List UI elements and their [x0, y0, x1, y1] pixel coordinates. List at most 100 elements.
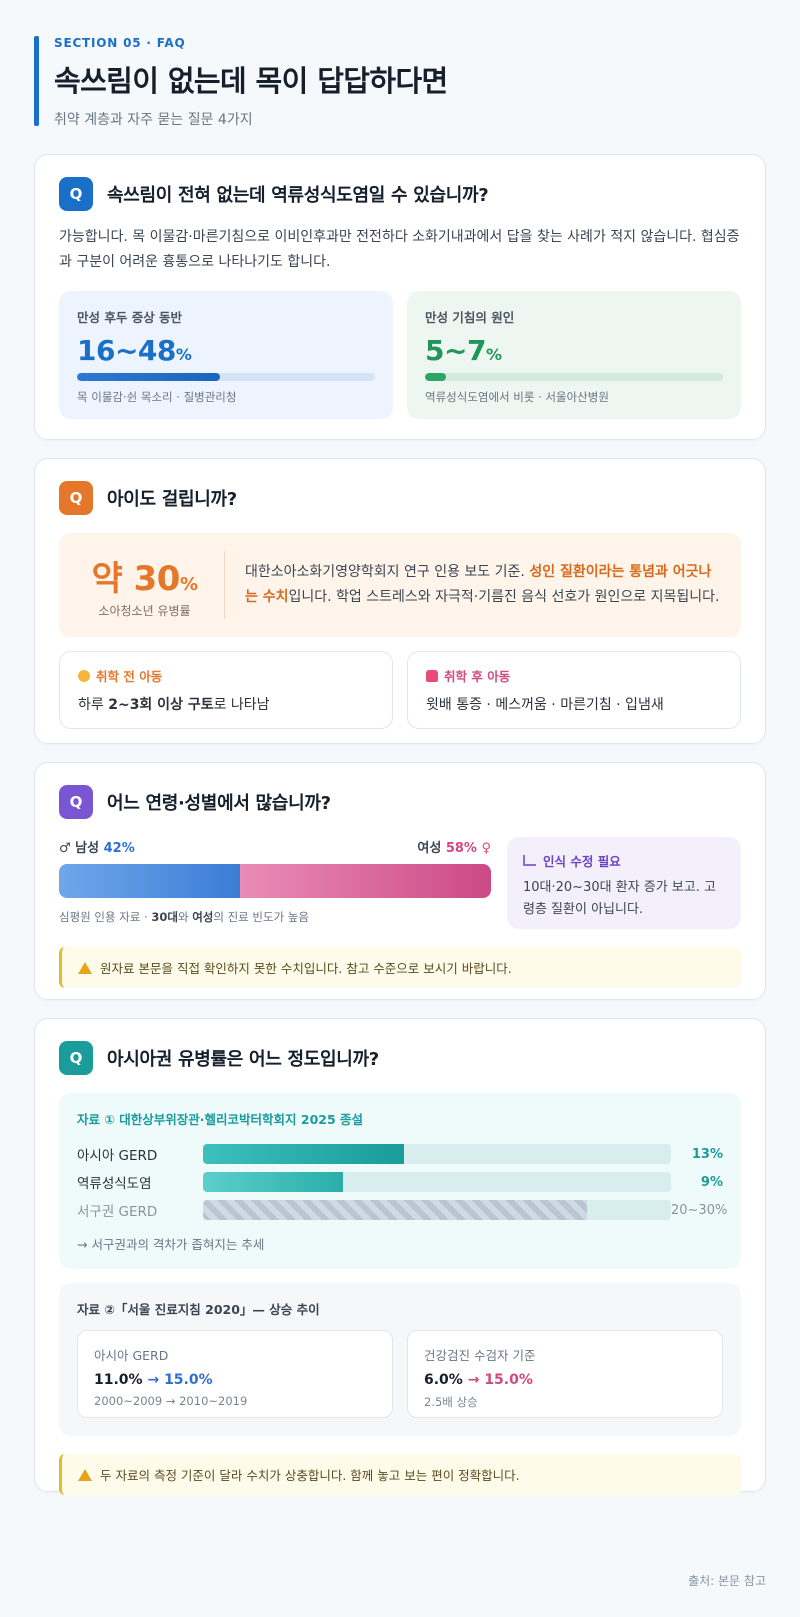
post-school-desc: 윗배 통증 · 메스꺼움 · 마른기침 · 입냄새 [426, 697, 664, 713]
box-label: 건강검진 수검자 기준 [424, 1348, 536, 1363]
source-bold: 여성 [192, 910, 214, 924]
pediatric-value: 약 30 [91, 559, 181, 599]
male-percent: 42% [103, 841, 135, 856]
stat-cough: 만성 기침의 원인 5~7% 역류성식도염에서 비롯 · 서울아산병원 [407, 291, 741, 419]
box-values: 6.0% → 15.0% [424, 1372, 706, 1388]
source-segment: 의 진료 빈도가 높음 [213, 910, 309, 924]
box-sub: 2.5배 상승 [424, 1395, 478, 1409]
stat-unit: % [485, 345, 502, 364]
to-value: 15.0% [484, 1372, 533, 1388]
female-name: 여성 [417, 841, 442, 856]
stat-laryngeal: 만성 후두 증상 동반 16~48% 목 이물감·쉰 목소리 · 질병관리청 [59, 291, 393, 419]
bar-track [203, 1172, 671, 1192]
pediatric-number: 약 30% [79, 551, 210, 600]
q-badge: Q [59, 785, 93, 819]
baby-icon [78, 669, 90, 682]
source1-title: 자료 ① 대한상부위장관·헬리코박터학회지 2025 종설 [77, 1112, 364, 1127]
gender-source: 심평원 인용 자료 · 30대와 여성의 진료 빈도가 높음 [59, 909, 491, 925]
pediatric-stat: 약 30% 소아청소년 유병률 [79, 551, 225, 619]
bar-row: 아시아 GERD 13% [77, 1140, 723, 1168]
from-value: 11.0% [94, 1372, 143, 1388]
prevalence-bars: 아시아 GERD 13% 역류성식도염 9% 서구권 GERD 20~30% [77, 1140, 728, 1224]
page-title: 속쓰림이 없는데 목이 답답하다면 [54, 64, 448, 98]
stat-label: 만성 기침의 원인 [425, 310, 515, 325]
gender-ratio: ♂ 남성 42% 여성 58% ♀ 심평원 인용 자료 · 30대와 여성의 진… [59, 837, 491, 929]
faq-card-3: Q 어느 연령·성별에서 많습니까? ♂ 남성 42% 여성 58% ♀ 심평원… [34, 762, 766, 1000]
gender-row: ♂ 남성 42% 여성 58% ♀ 심평원 인용 자료 · 30대와 여성의 진… [59, 837, 741, 929]
pre-school-box: 취학 전 아동 하루 2~3회 이상 구토로 나타남 [59, 651, 393, 729]
source1-box: 자료 ① 대한상부위장관·헬리코박터학회지 2025 종설 아시아 GERD 13… [59, 1093, 741, 1269]
warning-box: 원자료 본문을 직접 확인하지 못한 수치입니다. 참고 수준으로 보시기 바랍… [59, 947, 741, 988]
section-kicker: SECTION 05 · FAQ [54, 36, 186, 50]
question-title: 속쓰림이 전혀 없는데 역류성식도염일 수 있습니까? [107, 185, 489, 206]
note-title: 인식 수정 필요 [523, 851, 725, 870]
answer-text: 가능합니다. 목 이물감·마른기침으로 이비인후과만 전전하다 소화기내과에서 … [59, 229, 740, 270]
backpack-icon [426, 669, 438, 682]
faq-question-1: Q 속쓰림이 전혀 없는데 역류성식도염일 수 있습니까? [59, 177, 741, 211]
pre-school-desc: 하루 2~3회 이상 구토로 나타남 [78, 694, 374, 714]
post-school-box: 취학 후 아동 윗배 통증 · 메스꺼움 · 마른기침 · 입냄새 [407, 651, 741, 729]
note-title-text: 인식 수정 필요 [543, 854, 621, 869]
stat-progress-track [77, 373, 375, 381]
to-value: 15.0% [164, 1372, 213, 1388]
source-segment: 와 [177, 910, 193, 924]
label-text: 취학 후 아동 [444, 669, 511, 684]
label-text: 취학 전 아동 [96, 669, 163, 684]
source-segment: 심평원 인용 자료 · [59, 910, 152, 924]
bar-value: 13% [691, 1146, 723, 1162]
source2-title: 자료 ②「서울 진료지침 2020」— 상승 추이 [77, 1302, 320, 1317]
bar-fill [203, 1144, 405, 1164]
warning-text: 원자료 본문을 직접 확인하지 못한 수치입니다. 참고 수준으로 보시기 바랍… [100, 961, 512, 976]
faq-card-1: Q 속쓰림이 전혀 없는데 역류성식도염일 수 있습니까? 가능합니다. 목 이… [34, 154, 766, 440]
male-label: ♂ 남성 42% [59, 837, 135, 856]
warning-icon [78, 961, 92, 974]
stat-value: 16~48% [77, 334, 375, 367]
asia-gerd-box: 아시아 GERD 11.0% → 15.0% 2000~2009 → 2010~… [77, 1330, 393, 1418]
text-highlight: 성인 질환이라는 통념과 어긋나는 수치 [245, 564, 712, 605]
question-title: 아시아권 유병률은 어느 정도입니까? [107, 1049, 379, 1070]
desc-segment: 하루 [78, 697, 109, 713]
text-segment: 입니다. 학업 스트레스와 자극적·기름진 음식 선호가 원인으로 지목됩니다. [288, 589, 720, 605]
bar-row: 서구권 GERD 20~30% [77, 1196, 728, 1224]
pediatric-text: 대한소아소화기영양학회지 연구 인용 보도 기준. 성인 질환이라는 통념과 어… [225, 560, 721, 610]
age-row: 취학 전 아동 하루 2~3회 이상 구토로 나타남 취학 후 아동 윗배 통증… [59, 651, 741, 729]
bar-label: 아시아 GERD [77, 1148, 158, 1164]
pre-school-label: 취학 전 아동 [78, 666, 374, 685]
box-sub: 2000~2009 → 2010~2019 [94, 1394, 248, 1408]
bar-fill [203, 1200, 587, 1220]
bar-row: 역류성식도염 9% [77, 1168, 723, 1196]
q-badge: Q [59, 177, 93, 211]
stat-number: 16~48 [77, 334, 176, 367]
stat-source: 목 이물감·쉰 목소리 · 질병관리청 [77, 390, 237, 404]
pediatric-highlight: 약 30% 소아청소년 유병률 대한소아소화기영양학회지 연구 인용 보도 기준… [59, 533, 741, 637]
section-header: SECTION 05 · FAQ 속쓰림이 없는데 목이 답답하다면 취약 계층… [34, 36, 766, 128]
gender-bar [59, 864, 491, 898]
bar-track [203, 1144, 671, 1164]
stat-value: 5~7% [425, 334, 723, 367]
stat-unit: % [175, 345, 192, 364]
stat-label: 만성 후두 증상 동반 [77, 310, 183, 325]
bar-value: 9% [700, 1174, 723, 1190]
q-badge: Q [59, 481, 93, 515]
footer-source: 출처: 본문 참고 [688, 1574, 766, 1588]
stat-row: 만성 후두 증상 동반 16~48% 목 이물감·쉰 목소리 · 질병관리청 만… [59, 291, 741, 419]
box-label: 아시아 GERD [94, 1348, 169, 1363]
gender-labels: ♂ 남성 42% 여성 58% ♀ [59, 837, 491, 856]
female-percent: 58% ♀ [445, 841, 491, 856]
bar-label: 서구권 GERD [77, 1204, 158, 1220]
stat-progress-fill [77, 373, 221, 381]
note-text: 10대·20~30대 환자 증가 보고. 고령층 질환이 아닙니다. [523, 880, 716, 917]
warning-text: 두 자료의 측정 기준이 달라 수치가 상충합니다. 함께 놓고 보는 편이 정… [100, 1468, 520, 1483]
box-values: 11.0% → 15.0% [94, 1372, 376, 1388]
warning-icon [78, 1468, 92, 1481]
faq-question-3: Q 어느 연령·성별에서 많습니까? [59, 785, 741, 819]
post-school-label: 취학 후 아동 [426, 666, 722, 685]
source2-row: 아시아 GERD 11.0% → 15.0% 2000~2009 → 2010~… [77, 1330, 723, 1418]
text-segment: 대한소아소화기영양학회지 연구 인용 보도 기준. [245, 564, 530, 580]
bar-value: 20~30% [671, 1202, 728, 1218]
checkup-box: 건강검진 수검자 기준 6.0% → 15.0% 2.5배 상승 [407, 1330, 723, 1418]
faq-card-2: Q 아이도 걸립니까? 약 30% 소아청소년 유병률 대한소아소화기영양학회지… [34, 458, 766, 744]
pediatric-caption: 소아청소년 유병률 [98, 604, 191, 618]
desc-bold: 2~3회 이상 구토 [108, 697, 214, 713]
stat-progress-fill [425, 373, 446, 381]
